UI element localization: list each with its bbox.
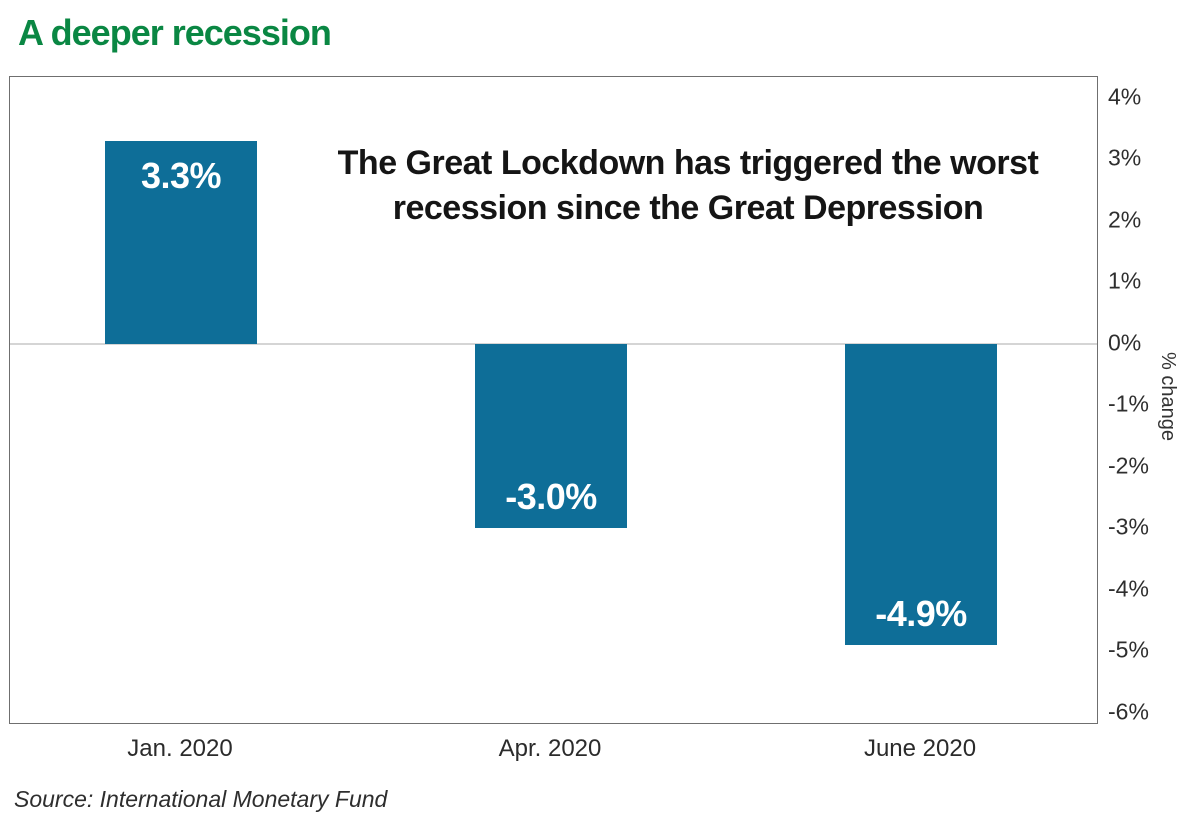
y-tick-label: -5% bbox=[1108, 636, 1149, 663]
x-category-label: Apr. 2020 bbox=[498, 735, 602, 762]
y-tick-label: 4% bbox=[1108, 83, 1142, 110]
bar-jan-2020: 3.3% bbox=[105, 140, 257, 344]
x-category-label: Jan. 2020 bbox=[127, 735, 233, 762]
source-note: Source: International Monetary Fund bbox=[14, 786, 388, 812]
y-tick-label: -3% bbox=[1108, 513, 1149, 540]
x-category-label: June 2020 bbox=[863, 735, 977, 762]
y-axis-title: % change bbox=[1157, 352, 1179, 441]
bar-apr-2020: -3.0% bbox=[475, 343, 627, 529]
y-tick-label: -6% bbox=[1108, 698, 1149, 725]
y-tick-label: -4% bbox=[1108, 575, 1149, 602]
y-tick-label: 1% bbox=[1108, 267, 1142, 294]
bar-june-2020: -4.9% bbox=[845, 343, 997, 646]
y-tick-label: 3% bbox=[1108, 144, 1142, 171]
annotation-text: The Great Lockdown has triggered the wor… bbox=[337, 144, 1039, 227]
plot-area: The Great Lockdown has triggered the wor… bbox=[9, 76, 1098, 724]
bar-value-label: -4.9% bbox=[875, 593, 967, 635]
y-tick-label: -1% bbox=[1108, 390, 1149, 417]
chart-title: A deeper recession bbox=[18, 12, 332, 53]
bar-value-label: 3.3% bbox=[140, 154, 222, 196]
y-tick-label: -2% bbox=[1108, 452, 1149, 479]
bar-value-label: -3.0% bbox=[505, 476, 597, 518]
y-tick-label: 2% bbox=[1108, 206, 1142, 233]
y-tick-label: 0% bbox=[1108, 329, 1142, 356]
